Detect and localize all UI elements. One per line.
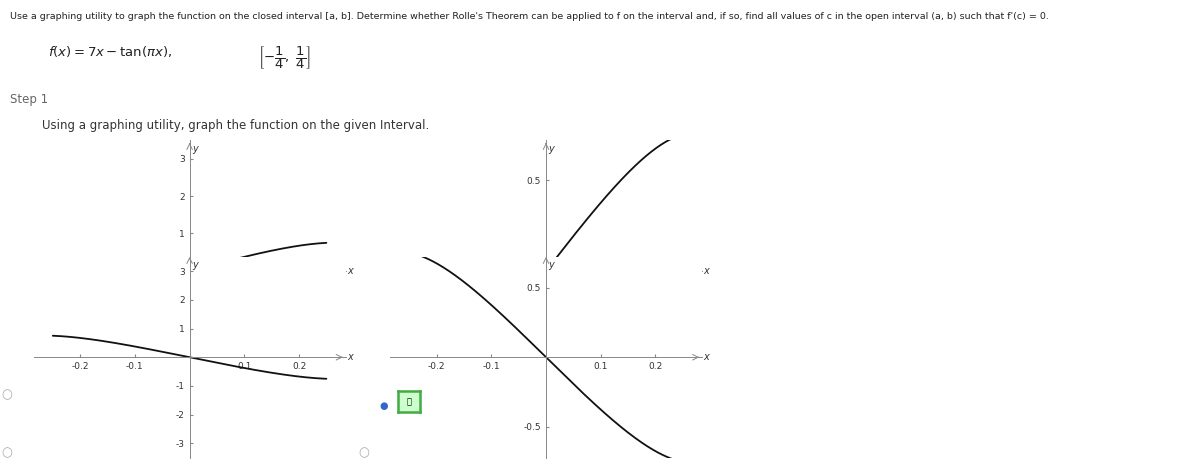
Text: ○: ○ [1, 388, 13, 401]
Text: ⛰: ⛰ [407, 397, 412, 406]
Text: x: x [347, 266, 353, 276]
Text: $f(x) = 7x - \tan(\pi x),$: $f(x) = 7x - \tan(\pi x),$ [48, 44, 173, 59]
Text: ○: ○ [1, 446, 13, 460]
Text: Use a graphing utility to graph the function on the closed interval [a, b]. Dete: Use a graphing utility to graph the func… [10, 12, 1049, 21]
Text: y: y [548, 144, 554, 154]
Text: y: y [548, 260, 554, 270]
Text: Step 1: Step 1 [10, 93, 48, 106]
Text: ●: ● [379, 401, 389, 411]
Text: y: y [192, 144, 198, 154]
Text: y: y [192, 260, 198, 270]
Text: ○: ○ [358, 446, 370, 460]
Text: x: x [347, 352, 353, 362]
Text: x: x [703, 266, 709, 276]
Text: $\left[-\dfrac{1}{4},\ \dfrac{1}{4}\right]$: $\left[-\dfrac{1}{4},\ \dfrac{1}{4}\righ… [258, 44, 311, 71]
Text: Using a graphing utility, graph the function on the given Interval.: Using a graphing utility, graph the func… [42, 119, 430, 132]
Text: x: x [703, 352, 709, 362]
